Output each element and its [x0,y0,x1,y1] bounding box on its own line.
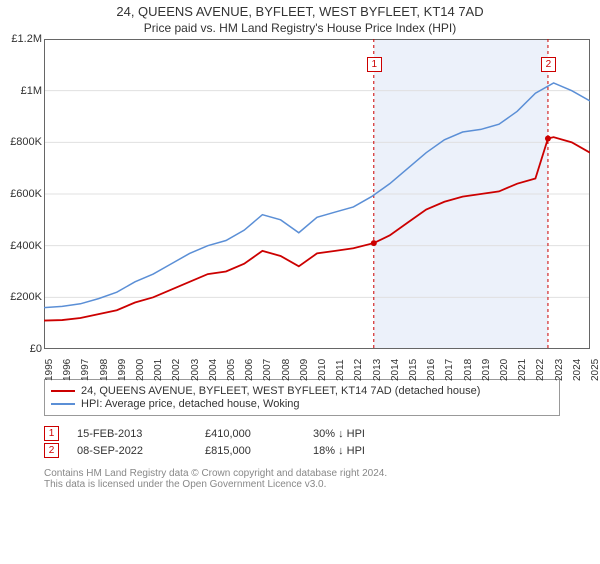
x-tick-label: 2006 [244,351,255,381]
sale-diff: 18% ↓ HPI [313,445,403,457]
page-title: 24, QUEENS AVENUE, BYFLEET, WEST BYFLEET… [0,4,600,19]
chart-area: £0£200K£400K£600K£800K£1M£1.2M12 1995199… [44,39,590,369]
arrow-down-icon: ↓ [338,428,344,440]
chart-plot: £0£200K£400K£600K£800K£1M£1.2M12 [44,39,590,349]
sale-idx: 2 [44,443,59,458]
legend-swatch [51,390,75,392]
sale-marker-1: 1 [367,57,382,72]
legend-row-property: 24, QUEENS AVENUE, BYFLEET, WEST BYFLEET… [51,385,553,397]
x-tick-label: 2002 [171,351,182,381]
x-tick-label: 2021 [517,351,528,381]
x-tick-label: 2013 [372,351,383,381]
x-tick-label: 1997 [80,351,91,381]
sale-marker-2: 2 [541,57,556,72]
legend-row-hpi: HPI: Average price, detached house, Woki… [51,398,553,410]
x-tick-label: 2019 [481,351,492,381]
sale-price: £410,000 [205,428,295,440]
x-tick-label: 2010 [317,351,328,381]
page-subtitle: Price paid vs. HM Land Registry's House … [0,21,600,35]
sales-table: 1 15-FEB-2013 £410,000 30% ↓ HPI 2 08-SEP-202… [44,426,560,458]
x-tick-label: 1995 [44,351,55,381]
legend-label: 24, QUEENS AVENUE, BYFLEET, WEST BYFLEET… [81,385,480,397]
chart-legend: 24, QUEENS AVENUE, BYFLEET, WEST BYFLEET… [44,379,560,416]
y-tick-label: £200K [4,291,42,303]
y-tick-label: £400K [4,240,42,252]
x-tick-label: 2011 [335,351,346,381]
sale-idx: 1 [44,426,59,441]
sale-date: 15-FEB-2013 [77,428,187,440]
x-tick-label: 2016 [426,351,437,381]
x-tick-label: 2007 [262,351,273,381]
x-tick-label: 2022 [535,351,546,381]
y-tick-label: £800K [4,136,42,148]
series-property [44,137,590,320]
x-tick-label: 2004 [208,351,219,381]
y-tick-label: £600K [4,188,42,200]
x-tick-label: 2012 [353,351,364,381]
x-tick-label: 1999 [117,351,128,381]
y-tick-label: £0 [4,343,42,355]
sale-row-2: 2 08-SEP-2022 £815,000 18% ↓ HPI [44,443,560,458]
x-tick-label: 2003 [190,351,201,381]
x-tick-label: 2001 [153,351,164,381]
x-tick-label: 2005 [226,351,237,381]
legend-swatch [51,403,75,405]
x-axis-ticks: 1995199619971998199920002001200220032004… [44,349,590,377]
footer-line-2: This data is licensed under the Open Gov… [44,479,560,490]
x-tick-label: 1996 [62,351,73,381]
x-tick-label: 2000 [135,351,146,381]
chart-svg [44,39,590,349]
x-tick-label: 1998 [99,351,110,381]
x-tick-label: 2008 [281,351,292,381]
x-tick-label: 2015 [408,351,419,381]
arrow-down-icon: ↓ [338,445,344,457]
x-tick-label: 2017 [444,351,455,381]
sale-price: £815,000 [205,445,295,457]
y-tick-label: £1.2M [4,33,42,45]
x-tick-label: 2023 [554,351,565,381]
x-tick-label: 2024 [572,351,583,381]
x-tick-label: 2018 [463,351,474,381]
sale-diff: 30% ↓ HPI [313,428,403,440]
x-tick-label: 2020 [499,351,510,381]
x-tick-label: 2025 [590,351,600,381]
y-tick-label: £1M [4,85,42,97]
legend-label: HPI: Average price, detached house, Woki… [81,398,300,410]
sale-row-1: 1 15-FEB-2013 £410,000 30% ↓ HPI [44,426,560,441]
footer-attribution: Contains HM Land Registry data © Crown c… [44,468,560,490]
x-tick-label: 2014 [390,351,401,381]
footer-line-1: Contains HM Land Registry data © Crown c… [44,468,560,479]
x-tick-label: 2009 [299,351,310,381]
sale-date: 08-SEP-2022 [77,445,187,457]
series-hpi [44,83,590,308]
